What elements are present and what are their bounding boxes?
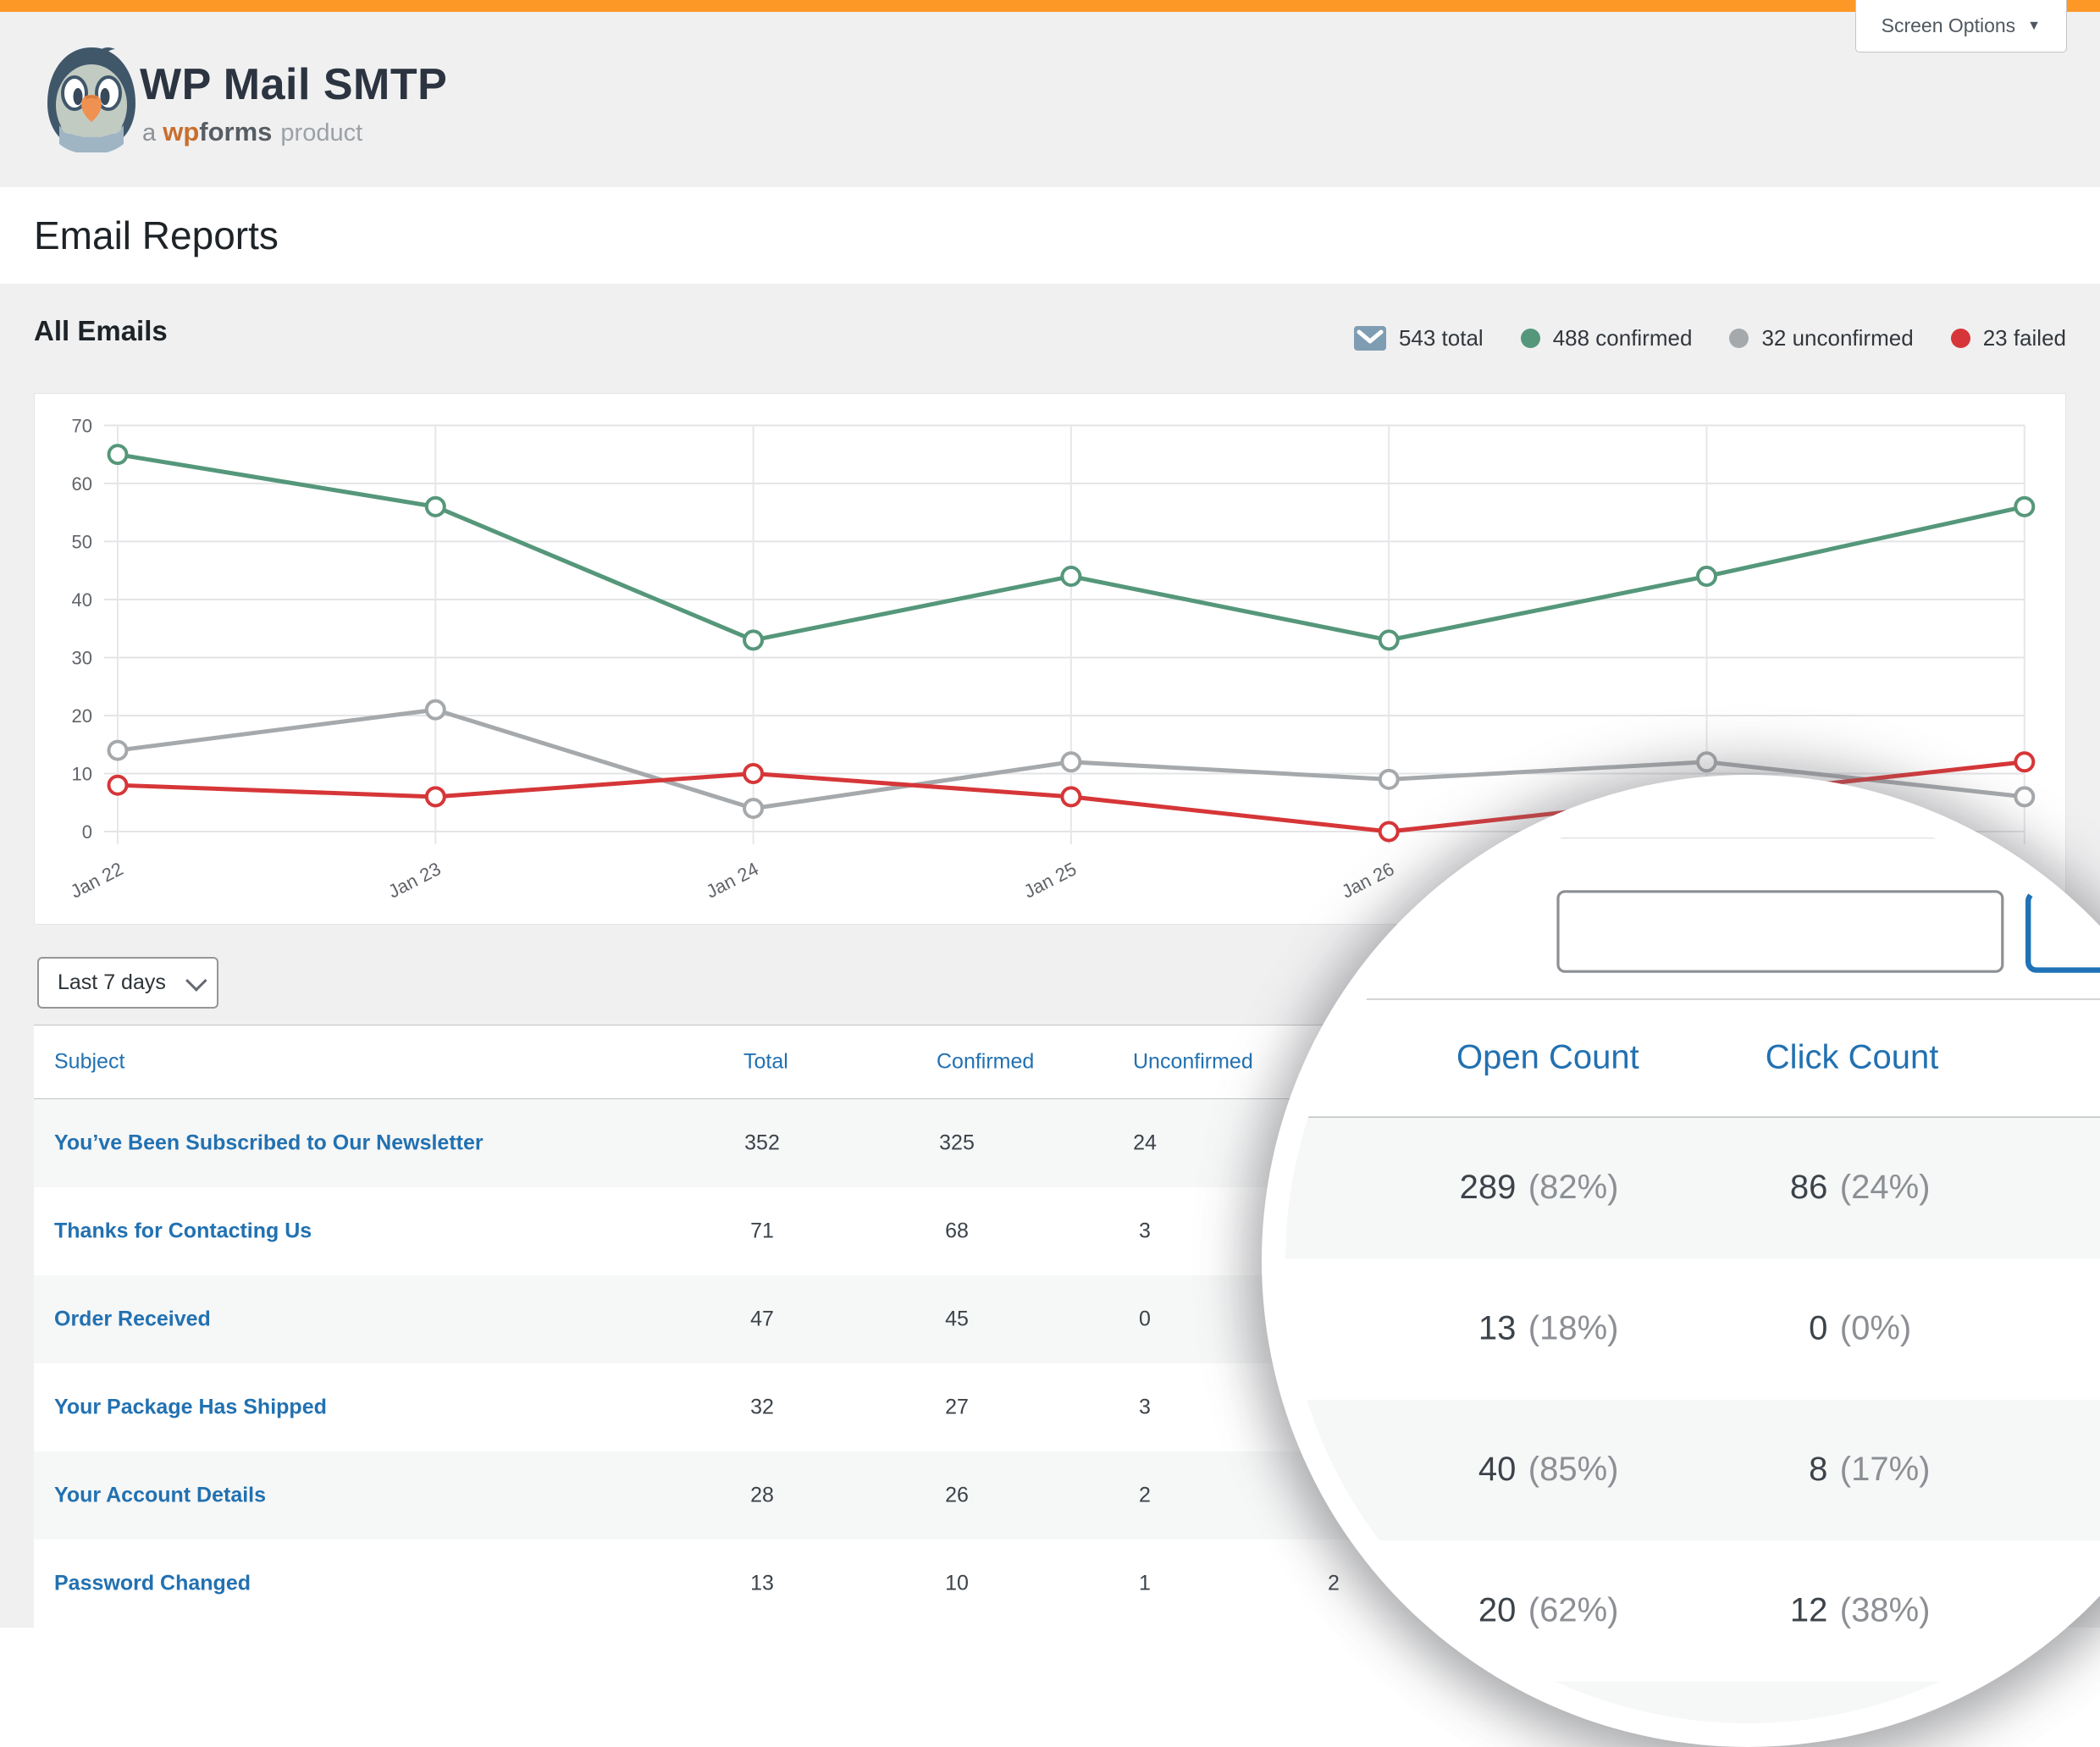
total-cell: 352 — [744, 1131, 780, 1155]
column-header-confirmed[interactable]: Confirmed — [937, 1049, 1035, 1074]
confirmed-dot-icon — [1520, 329, 1540, 348]
email-subject-link[interactable]: Thanks for Contacting Us — [54, 1219, 312, 1243]
svg-text:40: 40 — [72, 589, 92, 611]
total-cell: 32 — [750, 1395, 774, 1419]
svg-text:Jan 27: Jan 27 — [1538, 799, 1633, 803]
page-title: Email Reports — [34, 213, 279, 257]
svg-text:20: 20 — [72, 705, 92, 727]
confirmed-cell: 10 — [945, 1571, 969, 1595]
email-reports-page: WP Mail SMTP a wpforms product Screen Opt… — [0, 0, 2100, 1628]
wp-mail-smtp-pigeon-logo — [47, 47, 135, 152]
unconfirmed-cell: 1 — [1139, 1571, 1151, 1595]
svg-text:70: 70 — [72, 415, 92, 436]
screen-options-label: Screen Options — [1881, 14, 2016, 36]
svg-text:Jan 23: Jan 23 — [384, 858, 444, 902]
email-subject-link[interactable]: Password Changed — [54, 1571, 251, 1595]
confirmed-cell: 26 — [945, 1483, 969, 1507]
svg-text:50: 50 — [72, 531, 92, 552]
email-subject-link[interactable]: Your Account Details — [54, 1483, 267, 1507]
tagline-wp: wp — [163, 117, 200, 147]
svg-text:Jan 24: Jan 24 — [703, 858, 762, 902]
chevron-down-icon — [185, 969, 207, 992]
section-title: All Emails — [34, 315, 168, 346]
tagline-forms: forms — [199, 117, 273, 147]
tagline-product: product — [280, 119, 363, 147]
confirmed-cell: 325 — [939, 1131, 975, 1155]
svg-text:Jan 22: Jan 22 — [67, 858, 126, 902]
legend-label: 32 unconfirmed — [1761, 325, 1914, 351]
chart-legend: 543 total 488 confirmed 32 unconfirmed 2… — [1353, 325, 2066, 351]
svg-text:Jan 28: Jan 28 — [2046, 799, 2100, 803]
column-header-unconfirmed[interactable]: Unconfirmed — [1133, 1049, 1253, 1074]
confirmed-cell: 68 — [945, 1219, 969, 1243]
legend-item-total: 543 total — [1353, 325, 1484, 351]
legend-label: 23 failed — [1982, 325, 2066, 351]
top-accent-bar — [0, 0, 2100, 12]
page-title-band: Email Reports — [0, 187, 2100, 284]
total-cell: 13 — [750, 1571, 774, 1595]
total-cell: 28 — [750, 1483, 774, 1507]
svg-text:0: 0 — [82, 821, 92, 843]
total-cell: 47 — [750, 1307, 774, 1331]
legend-label: 488 confirmed — [1552, 325, 1693, 351]
date-range-select[interactable]: Last 7 days — [37, 957, 218, 1009]
svg-text:Jan 25: Jan 25 — [1020, 858, 1080, 902]
legend-item-confirmed: 488 confirmed — [1520, 325, 1693, 351]
screen-options-button[interactable]: Screen Options ▼ — [1854, 0, 2067, 53]
email-subject-link[interactable]: Order Received — [54, 1307, 211, 1331]
tagline-prefix: a — [142, 119, 157, 147]
app-title: WP Mail SMTP — [140, 60, 448, 109]
unconfirmed-cell: 3 — [1139, 1395, 1151, 1419]
email-subject-link[interactable]: Your Package Has Shipped — [54, 1395, 327, 1419]
column-header-subject[interactable]: Subject — [54, 1049, 125, 1074]
email-subject-link[interactable]: You’ve Been Subscribed to Our Newsletter — [54, 1131, 484, 1155]
unconfirmed-cell: 24 — [1133, 1131, 1157, 1155]
legend-label: 543 total — [1398, 325, 1484, 351]
unconfirmed-cell: 3 — [1139, 1219, 1151, 1243]
confirmed-cell: 45 — [945, 1307, 969, 1331]
legend-item-unconfirmed: 32 unconfirmed — [1729, 325, 1914, 351]
failed-dot-icon — [1950, 329, 1970, 348]
table-row: Password Changed 13 10 1 2 — [34, 1540, 2064, 1628]
confirmed-cell: 27 — [945, 1395, 969, 1419]
total-cell: 71 — [750, 1219, 774, 1243]
envelope-icon — [1353, 326, 1386, 351]
legend-item-failed: 23 failed — [1950, 325, 2066, 351]
chevron-down-icon: ▼ — [2027, 18, 2041, 33]
svg-text:60: 60 — [72, 473, 92, 495]
unconfirmed-cell: 2 — [1139, 1483, 1151, 1507]
column-header-total[interactable]: Total — [743, 1049, 788, 1074]
unconfirmed-cell: 0 — [1139, 1307, 1151, 1331]
unconfirmed-dot-icon — [1729, 329, 1749, 348]
date-range-value: Last 7 days — [58, 970, 166, 994]
admin-header: WP Mail SMTP a wpforms product Screen Opt… — [0, 0, 2100, 187]
svg-text:10: 10 — [72, 763, 92, 784]
app-tagline: a wpforms product — [142, 117, 362, 147]
svg-text:30: 30 — [72, 647, 92, 668]
